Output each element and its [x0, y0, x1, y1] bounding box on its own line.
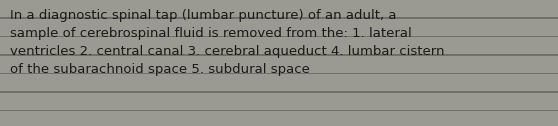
Bar: [0, 37, 558, 54]
Bar: [0, 74, 558, 91]
Bar: [0, 93, 558, 110]
Text: In a diagnostic spinal tap (lumbar puncture) of an adult, a
sample of cerebrospi: In a diagnostic spinal tap (lumbar punct…: [10, 9, 445, 76]
Bar: [0, 73, 558, 74]
Bar: [0, 17, 558, 19]
Bar: [0, 0, 558, 17]
Bar: [0, 56, 558, 73]
Bar: [0, 19, 558, 36]
Bar: [0, 91, 558, 93]
Bar: [0, 54, 558, 56]
Bar: [0, 111, 558, 126]
Bar: [0, 36, 558, 37]
Bar: [0, 110, 558, 111]
